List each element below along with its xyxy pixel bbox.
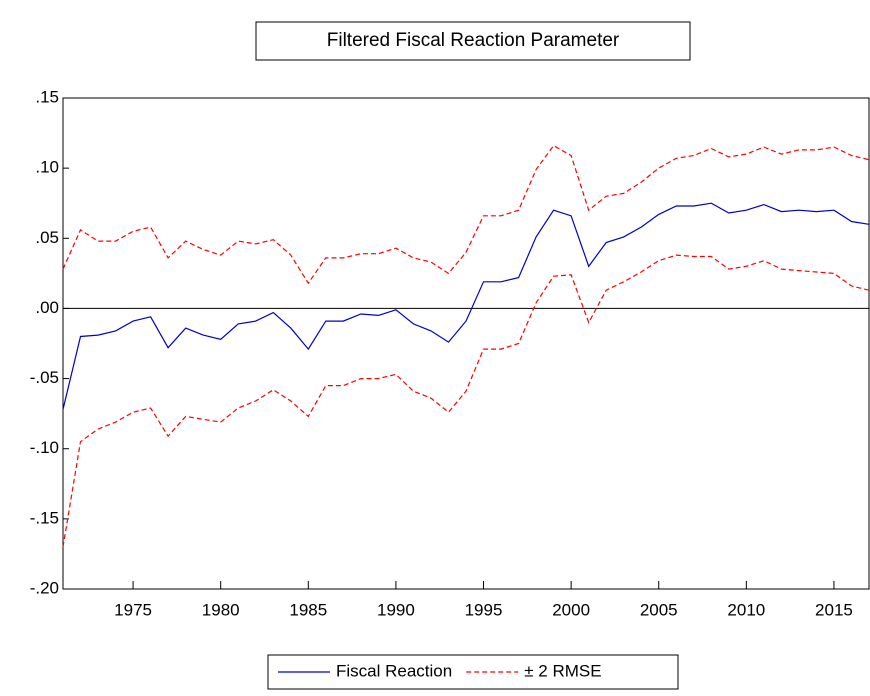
x-tick-label: 2015 bbox=[815, 600, 853, 619]
title-box bbox=[255, 21, 691, 61]
y-tick-label: .15 bbox=[35, 87, 59, 106]
x-tick-label: 1990 bbox=[377, 600, 415, 619]
series-line bbox=[62, 254, 870, 547]
y-tick-label: -.05 bbox=[30, 368, 59, 387]
y-tick-label: .00 bbox=[35, 298, 59, 317]
x-tick-label: 1985 bbox=[289, 600, 327, 619]
legend-label: ± 2 RMSE bbox=[524, 661, 601, 680]
plot-frame bbox=[62, 97, 870, 590]
y-tick-label: .05 bbox=[35, 228, 59, 247]
y-tick-label: .10 bbox=[35, 158, 59, 177]
x-tick-label: 1980 bbox=[202, 600, 240, 619]
series-line bbox=[62, 202, 870, 410]
y-tick-label: -.20 bbox=[30, 578, 59, 597]
y-tick-label: -.10 bbox=[30, 438, 59, 457]
x-tick-label: 1995 bbox=[465, 600, 503, 619]
legend-label: Fiscal Reaction bbox=[336, 661, 452, 680]
x-tick-label: 2000 bbox=[552, 600, 590, 619]
y-tick-label: -.15 bbox=[30, 508, 59, 527]
series-line bbox=[62, 144, 870, 285]
chart-title: Filtered Fiscal Reaction Parameter bbox=[327, 30, 620, 51]
x-tick-label: 2010 bbox=[727, 600, 765, 619]
x-tick-label: 2005 bbox=[640, 600, 678, 619]
x-tick-label: 1975 bbox=[114, 600, 152, 619]
legend-box bbox=[267, 654, 679, 690]
